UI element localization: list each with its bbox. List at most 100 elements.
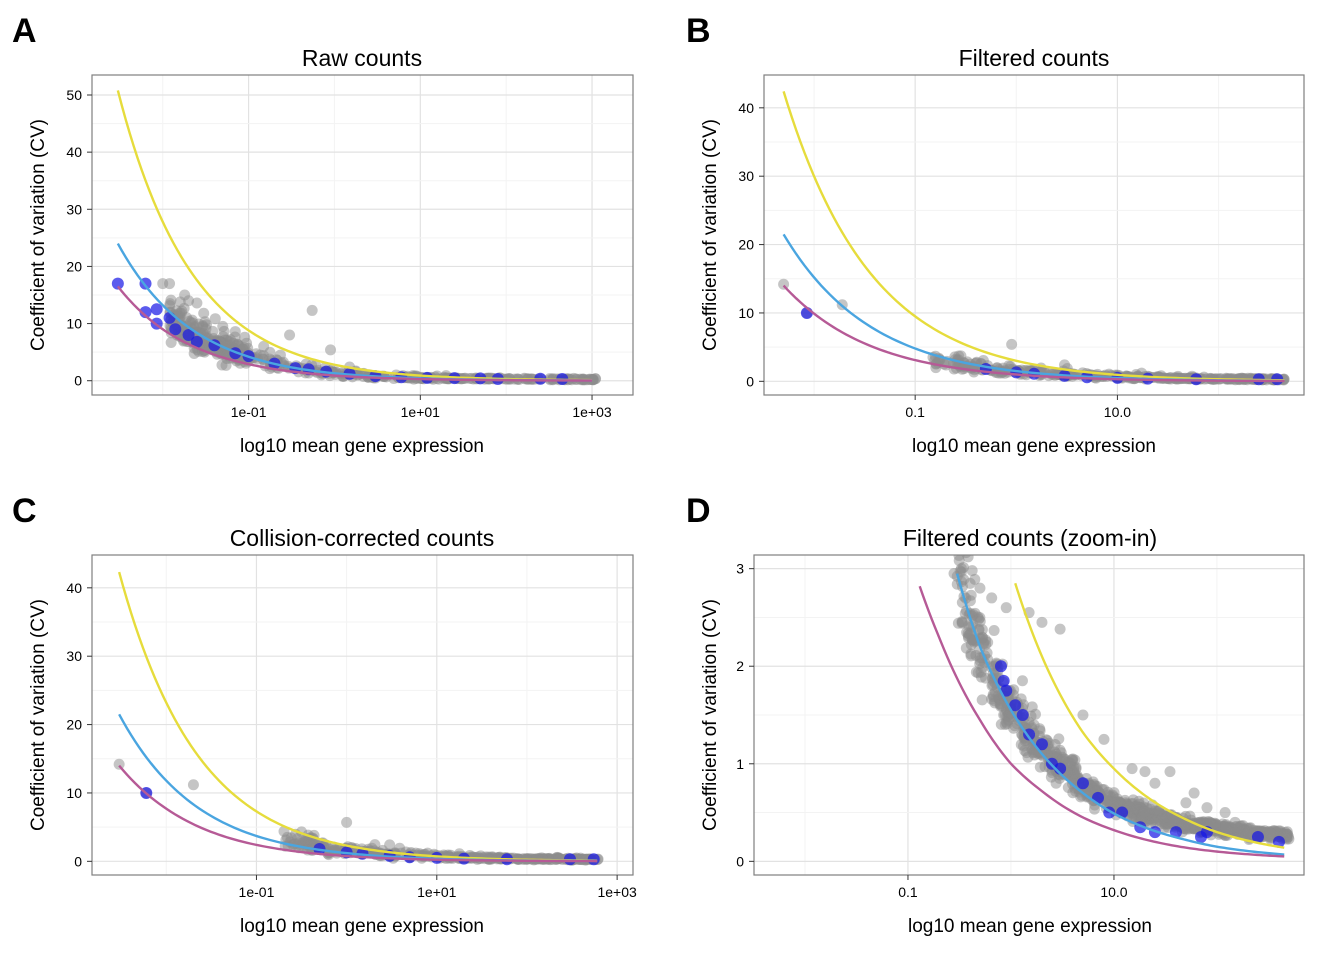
panel-a: A Raw counts 1e-01 1e+01 1e+0301020304050 … [12, 12, 634, 457]
gray-point [384, 839, 396, 851]
gray-point [974, 655, 986, 667]
gray-point [970, 666, 982, 678]
gray-point [986, 592, 998, 604]
blue-point [1016, 709, 1029, 721]
blue-point [169, 323, 182, 336]
y-tick-label: 3 [736, 561, 744, 577]
gray-point [974, 615, 986, 627]
blue-point [1272, 835, 1285, 848]
x-tick-label: 1e+03 [572, 404, 612, 420]
gray-point [1017, 740, 1029, 752]
y-tick-label: 0 [74, 853, 82, 869]
gray-point [962, 555, 974, 563]
plot-background [764, 75, 1304, 395]
panel-d: D Filtered counts (zoom-in) 0.1 10.00123 … [686, 492, 1305, 937]
y-tick-label: 20 [66, 258, 82, 274]
gray-point [1264, 827, 1276, 839]
x-axis-label-b: log10 mean gene expression [912, 436, 1156, 457]
plot-area-d: 0.1 10.0 0 1 2 3 [736, 554, 1305, 900]
plot-marks [113, 571, 604, 866]
gray-point [976, 694, 988, 706]
x-tick-label: 1e-01 [239, 884, 275, 900]
gray-point [1001, 718, 1013, 730]
gray-point [590, 373, 602, 385]
curve-magenta [118, 764, 598, 863]
y-tick-label: 30 [738, 168, 754, 184]
axes: 1e-01 1e+01 1e+03 0 10 20 30 40 50 [66, 87, 611, 420]
y-tick-label: 40 [66, 144, 82, 160]
gray-point [995, 700, 1007, 712]
gray-point [258, 340, 270, 352]
x-tick-label: 1e+01 [417, 884, 457, 900]
gray-point [198, 307, 210, 319]
gray-point [1016, 675, 1028, 687]
x-tick-label: 0.1 [898, 884, 918, 900]
chart-title-b: Filtered counts [959, 45, 1110, 71]
panel-letter-a: A [12, 12, 37, 50]
y-tick-label: 0 [736, 853, 744, 869]
y-tick-label: 30 [66, 648, 82, 664]
gray-point [1034, 761, 1046, 773]
axes: 1e-01 1e+01 1e+03 0 10 20 30 40 [66, 580, 637, 900]
gray-point [217, 320, 229, 332]
curve-yellow [1014, 582, 1285, 849]
gray-point [955, 563, 967, 575]
gray-point [1201, 802, 1213, 814]
x-axis-label-a: log10 mean gene expression [240, 436, 484, 457]
gray-point [239, 331, 251, 343]
plot-frame [91, 554, 634, 876]
y-tick-label: 2 [736, 658, 744, 674]
blue-point [1009, 699, 1022, 712]
gray-point [1098, 733, 1110, 745]
axes: 0.1 10.0 0 10 20 30 40 [738, 100, 1131, 420]
blue-point [150, 303, 163, 316]
gray-point [216, 359, 228, 371]
gray-point [165, 294, 177, 306]
y-tick-label: 40 [66, 580, 82, 596]
panel-letter-b: B [686, 12, 711, 50]
y-tick-label: 50 [66, 87, 82, 103]
gray-point [1006, 338, 1018, 350]
gray-point [988, 625, 1000, 637]
curve-yellow [782, 91, 1285, 382]
gray-point [1229, 816, 1241, 828]
gray-point [1188, 787, 1200, 799]
curve-magenta [918, 585, 1285, 858]
gray-point [165, 337, 177, 349]
blue-points [111, 277, 569, 385]
x-tick-label: 0.1 [905, 404, 925, 420]
blue-point [111, 277, 124, 290]
gray-point [1138, 806, 1150, 818]
gray-point [1180, 797, 1192, 809]
blue-point [1000, 684, 1013, 697]
gray-point [1036, 616, 1048, 628]
gray-point [1126, 763, 1138, 775]
y-tick-label: 1 [736, 756, 744, 772]
y-tick-label: 10 [738, 305, 754, 321]
x-tick-label: 1e-01 [231, 404, 267, 420]
panel-letter-c: C [12, 492, 37, 530]
x-axis-label-c: log10 mean gene expression [240, 916, 484, 937]
y-tick-label: 0 [746, 373, 754, 389]
gray-point [281, 831, 293, 843]
curve-blue [955, 573, 1285, 856]
plot-marks [778, 91, 1290, 386]
x-axis-label-d: log10 mean gene expression [908, 916, 1152, 937]
y-tick-label: 30 [66, 201, 82, 217]
gray-point [164, 278, 176, 290]
gray-point [1164, 766, 1176, 778]
gray-point [1219, 807, 1231, 819]
blue-point [139, 306, 152, 319]
blue-point [163, 311, 176, 324]
curve-magenta [782, 284, 1285, 383]
plot-marks [918, 555, 1295, 858]
curve-magenta [116, 285, 593, 382]
gray-point [325, 344, 337, 356]
x-tick-label: 10.0 [1104, 404, 1131, 420]
plot-area-a: 1e-01 1e+01 1e+03 0 10 20 30 40 50 [66, 74, 634, 420]
gray-point [1059, 359, 1071, 371]
plot-frame [763, 74, 1305, 396]
gray-point [974, 582, 986, 594]
gray-point [187, 779, 199, 791]
y-axis-label-a: Coefficient of variation (CV) [28, 119, 49, 351]
